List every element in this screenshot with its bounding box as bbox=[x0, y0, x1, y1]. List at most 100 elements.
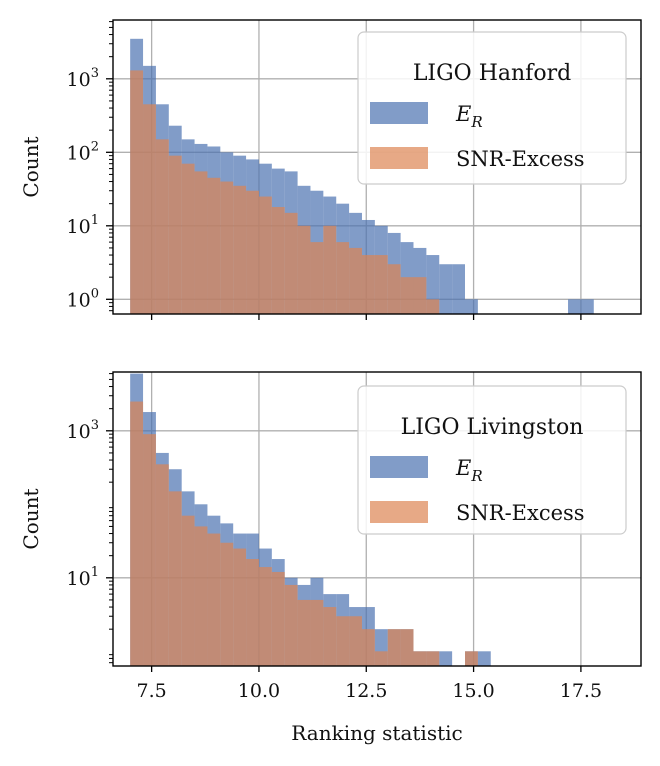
y-tick-exponent: 2 bbox=[91, 139, 99, 154]
bar-snr-livingston bbox=[465, 651, 478, 666]
bar-snr-livingston bbox=[336, 616, 350, 666]
bar-snr-hanford bbox=[349, 247, 362, 314]
legend-label-snr: SNR-Excess bbox=[456, 501, 585, 525]
bars-livingston bbox=[130, 373, 491, 666]
y-axis-label: Count bbox=[19, 136, 43, 197]
bar-er-hanford bbox=[439, 264, 453, 314]
x-tick-label: 7.5 bbox=[137, 680, 167, 702]
y-tick-base: 10 bbox=[67, 69, 91, 91]
y-tick-label: 100 bbox=[67, 286, 99, 311]
x-tick-label: 17.5 bbox=[560, 680, 602, 702]
bar-snr-hanford bbox=[323, 225, 337, 314]
bar-snr-livingston bbox=[374, 651, 388, 666]
bar-snr-hanford bbox=[143, 104, 156, 314]
x-tick-label: 10.0 bbox=[238, 680, 280, 702]
legend-label-subscript: R bbox=[470, 467, 482, 485]
y-tick-base: 10 bbox=[67, 142, 91, 164]
legend-label-er: ER bbox=[455, 456, 483, 485]
legend-label-subscript: R bbox=[470, 113, 482, 131]
bar-snr-hanford bbox=[207, 177, 221, 314]
legend-title: LIGO Livingston bbox=[401, 415, 584, 440]
bar-snr-hanford bbox=[426, 299, 440, 314]
legend-label-snr: SNR-Excess bbox=[456, 147, 585, 171]
y-tick-exponent: 0 bbox=[91, 286, 99, 301]
bar-er-livingston bbox=[439, 651, 453, 666]
legend-label-main: E bbox=[455, 102, 471, 126]
y-tick-exponent: 3 bbox=[91, 418, 99, 433]
bar-snr-hanford bbox=[246, 190, 259, 314]
bar-snr-livingston bbox=[400, 629, 414, 666]
bar-snr-livingston bbox=[168, 491, 182, 666]
bar-snr-hanford bbox=[374, 255, 388, 314]
y-tick-exponent: 1 bbox=[91, 565, 99, 580]
bar-er-hanford bbox=[568, 299, 581, 314]
axes-frame bbox=[112, 371, 642, 667]
bar-snr-livingston bbox=[271, 571, 285, 666]
legend-title: LIGO Hanford bbox=[413, 61, 571, 86]
bar-snr-hanford bbox=[284, 212, 298, 314]
bar-snr-livingston bbox=[413, 651, 427, 666]
bar-snr-livingston bbox=[361, 629, 375, 666]
bar-snr-livingston bbox=[349, 616, 362, 666]
legend-box bbox=[357, 31, 627, 185]
bar-snr-hanford bbox=[361, 255, 375, 314]
y-tick-label: 101 bbox=[67, 565, 99, 590]
y-tick-label: 101 bbox=[67, 213, 99, 238]
bar-snr-livingston bbox=[284, 584, 298, 666]
legend-swatch-snr bbox=[370, 501, 428, 523]
bar-snr-hanford bbox=[258, 196, 272, 314]
bar-snr-livingston bbox=[258, 567, 272, 666]
y-tick-exponent: 1 bbox=[91, 213, 99, 228]
legend-swatch-snr bbox=[370, 147, 428, 169]
bar-snr-livingston bbox=[220, 542, 234, 666]
legend-label-er: ER bbox=[455, 102, 483, 131]
legend-box bbox=[357, 385, 627, 535]
legend-label-main: SNR-Excess bbox=[456, 147, 585, 171]
bar-snr-livingston bbox=[181, 515, 195, 666]
legend-swatch-er bbox=[370, 456, 428, 478]
bars-hanford bbox=[130, 38, 594, 314]
y-tick-base: 10 bbox=[67, 421, 91, 443]
bar-snr-hanford bbox=[413, 277, 427, 314]
bar-snr-hanford bbox=[387, 264, 401, 314]
bar-snr-hanford bbox=[310, 242, 324, 314]
axes-frame bbox=[112, 19, 642, 315]
legend-livingston: LIGO Livingston ER SNR-Excess bbox=[357, 385, 627, 535]
bar-snr-livingston bbox=[246, 559, 259, 666]
bar-er-livingston bbox=[477, 651, 491, 666]
bar-snr-livingston bbox=[155, 464, 169, 666]
bar-snr-hanford bbox=[168, 155, 182, 314]
legend-swatch-er bbox=[370, 102, 428, 124]
legend-label-main: E bbox=[455, 456, 471, 480]
legend-label-main: SNR-Excess bbox=[456, 501, 585, 525]
x-tick-label: 12.5 bbox=[345, 680, 387, 702]
bar-snr-livingston bbox=[233, 548, 247, 666]
y-tick-exponent: 3 bbox=[91, 66, 99, 81]
bar-er-hanford bbox=[452, 264, 465, 314]
y-tick-base: 10 bbox=[67, 568, 91, 590]
bar-snr-hanford bbox=[194, 171, 208, 314]
x-tick-label: 15.0 bbox=[452, 680, 494, 702]
y-axis-label: Count bbox=[19, 488, 43, 549]
bar-snr-livingston bbox=[387, 629, 401, 666]
bar-snr-livingston bbox=[297, 599, 311, 666]
bar-snr-livingston bbox=[310, 599, 324, 666]
bar-er-hanford bbox=[580, 299, 594, 314]
bar-snr-livingston bbox=[426, 651, 440, 666]
bar-snr-hanford bbox=[220, 181, 234, 314]
bar-snr-hanford bbox=[336, 242, 350, 314]
bar-er-hanford bbox=[426, 255, 440, 314]
bar-snr-livingston bbox=[194, 526, 208, 666]
bar-snr-hanford bbox=[233, 185, 247, 314]
y-tick-base: 10 bbox=[67, 289, 91, 311]
bar-snr-livingston bbox=[130, 401, 144, 666]
bar-snr-livingston bbox=[323, 607, 337, 666]
y-tick-label: 103 bbox=[67, 418, 99, 443]
y-tick-label: 102 bbox=[67, 139, 99, 164]
bar-snr-hanford bbox=[297, 225, 311, 314]
bar-snr-hanford bbox=[130, 70, 144, 314]
bar-er-hanford bbox=[465, 299, 478, 314]
bar-snr-hanford bbox=[181, 163, 195, 314]
